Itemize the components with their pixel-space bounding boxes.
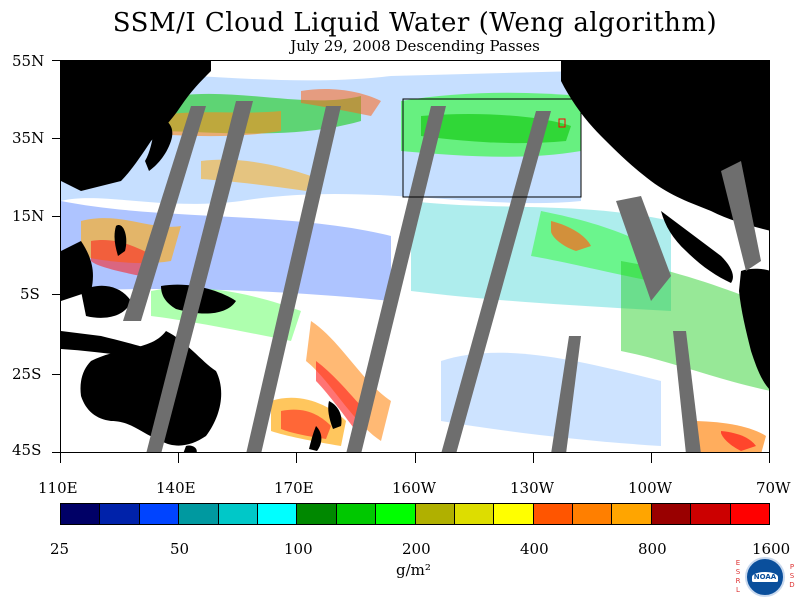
marker-box — [558, 118, 566, 128]
colorbar-swatch — [453, 504, 494, 524]
lat-label-25s: 25S — [12, 365, 42, 383]
colorbar-label-1600: 1600 — [752, 540, 791, 558]
lat-tick — [52, 138, 60, 139]
swath-gap-8 — [673, 331, 701, 452]
colorbar-swatch — [99, 504, 139, 524]
australia-landmass — [80, 331, 222, 446]
colorbar-swatch — [650, 504, 691, 524]
borneo-landmass — [81, 285, 131, 318]
lat-tick — [52, 452, 60, 453]
lon-label-170e: 170E — [274, 479, 314, 497]
swath-gap-9 — [721, 161, 761, 271]
colorbar-label-400: 400 — [520, 540, 549, 558]
lat-tick — [52, 294, 60, 295]
swath-gap-4 — [346, 106, 446, 452]
lat-label-45s: 45S — [12, 441, 42, 459]
southeast-asia-landmass — [61, 241, 93, 301]
colorbar-swatch — [611, 504, 651, 524]
south-america-landmass — [739, 268, 769, 389]
colorbar-swatch — [138, 504, 179, 524]
colorbar-unit-label: g/m² — [396, 561, 431, 579]
tasmania-landmass — [183, 445, 197, 452]
color-scale-bar — [60, 503, 770, 525]
map-canvas — [61, 61, 769, 452]
lat-label-35n: 35N — [12, 129, 45, 147]
lon-tick — [60, 453, 61, 463]
lon-label-160w: 160W — [392, 479, 437, 497]
noaa-emblem-text: NOAA — [753, 573, 777, 581]
lon-label-130w: 130W — [510, 479, 555, 497]
colorbar-swatch — [61, 504, 100, 524]
lon-label-110e: 110E — [38, 479, 78, 497]
land-masses — [61, 61, 769, 452]
chart-subtitle: July 29, 2008 Descending Passes — [290, 37, 540, 55]
lon-tick — [651, 453, 652, 463]
colorbar-swatch — [690, 504, 730, 524]
colorbar-swatch — [493, 504, 533, 524]
colorbar-swatch — [178, 504, 218, 524]
colorbar-label-25: 25 — [50, 540, 70, 558]
lon-tick — [415, 453, 416, 463]
lat-tick — [52, 374, 60, 375]
colorbar-swatch — [217, 504, 257, 524]
lat-tick — [52, 60, 60, 61]
map-panel — [60, 60, 770, 453]
no-data-swaths — [123, 101, 761, 452]
seagull-icon — [752, 572, 778, 582]
lon-label-70w: 70W — [756, 479, 791, 497]
region-outline-box — [402, 98, 582, 198]
colorbar-label-100: 100 — [284, 540, 313, 558]
new-zealand-south-landmass — [309, 426, 322, 451]
swath-gap-6 — [616, 196, 671, 301]
swath-gap-2 — [146, 101, 253, 452]
chart-title: SSM/I Cloud Liquid Water (Weng algorithm… — [112, 8, 718, 38]
swath-gap-5 — [441, 111, 551, 452]
new-zealand-north-landmass — [328, 401, 342, 429]
asia-landmass — [61, 61, 211, 191]
lon-label-140e: 140E — [156, 479, 196, 497]
lon-tick — [296, 453, 297, 463]
colorbar-swatch — [296, 504, 336, 524]
colorbar-label-800: 800 — [638, 540, 667, 558]
colorbar-swatch — [375, 504, 415, 524]
lat-label-15n: 15N — [12, 207, 45, 225]
lat-label-5s: 5S — [20, 285, 40, 303]
lat-label-55n: 55N — [12, 52, 45, 70]
lon-tick — [769, 453, 770, 463]
colorbar-swatch — [335, 504, 376, 524]
colorbar-swatch — [532, 504, 573, 524]
japan-landmass — [145, 119, 173, 171]
lat-tick — [52, 216, 60, 217]
philippines-landmass — [114, 225, 127, 256]
noaa-emblem-icon: NOAA — [745, 557, 785, 597]
colorbar-label-50: 50 — [170, 540, 190, 558]
colorbar-swatch — [572, 504, 612, 524]
colorbar-swatch — [729, 504, 770, 524]
lon-tick — [533, 453, 534, 463]
north-america-landmass — [561, 61, 769, 231]
lon-tick — [178, 453, 179, 463]
swath-gap-7 — [551, 336, 581, 452]
colorbar-swatch — [414, 504, 454, 524]
colorbar-label-200: 200 — [402, 540, 431, 558]
lon-label-100w: 100W — [628, 479, 673, 497]
colorbar-swatch — [256, 504, 297, 524]
central-america-landmass — [661, 211, 733, 283]
swath-gap-1 — [123, 106, 206, 321]
swath-gap-3 — [246, 106, 341, 452]
